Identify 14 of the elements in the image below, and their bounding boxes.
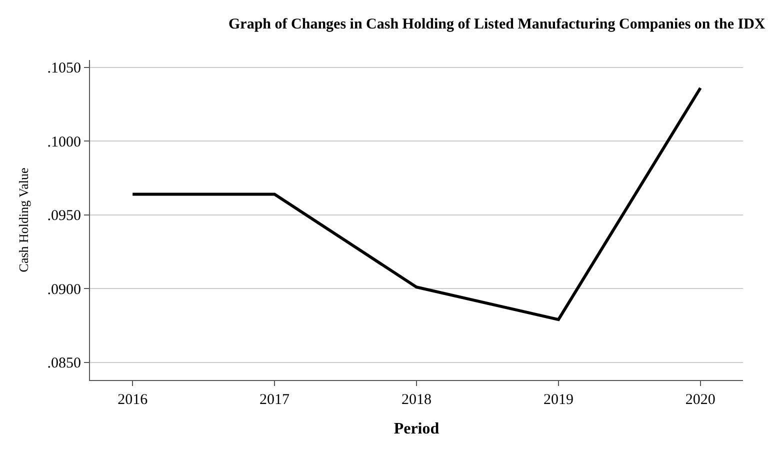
x-tick-label: 2016 xyxy=(118,392,148,408)
x-tick-label: 2018 xyxy=(402,392,432,408)
chart-title: Graph of Changes in Cash Holding of Listed Manufacturing Companies on the IDX xyxy=(228,16,766,32)
y-tick-label: .0850 xyxy=(47,356,81,372)
x-axis-title: Period xyxy=(394,420,440,438)
y-axis-title: Cash Holding Value xyxy=(16,168,32,272)
y-tick-label: .0950 xyxy=(47,208,81,224)
x-tick-label: 2019 xyxy=(543,392,574,408)
y-tick-label: .1050 xyxy=(47,60,81,77)
x-tick-label: 2017 xyxy=(260,392,290,408)
line-series xyxy=(131,86,702,322)
y-tick-label: .0900 xyxy=(47,282,81,298)
y-tick-label: .1000 xyxy=(47,134,81,150)
x-tick-label: 2020 xyxy=(685,392,716,408)
